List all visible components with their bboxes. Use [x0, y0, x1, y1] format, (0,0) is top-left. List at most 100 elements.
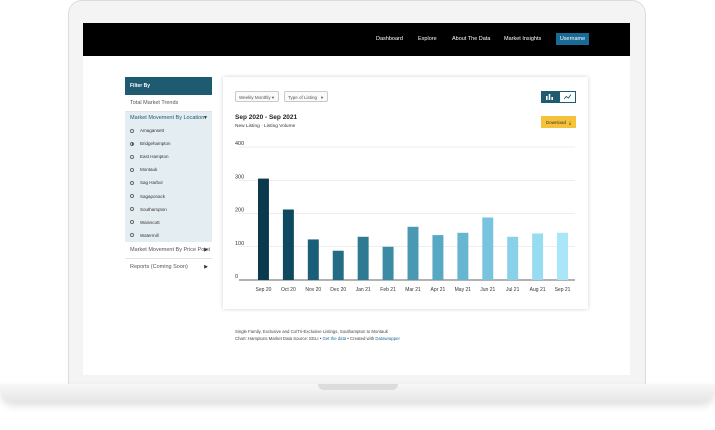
laptop-screen: Dashboard Explore About The Data Market … — [83, 23, 630, 375]
chart-view-toggle — [541, 91, 576, 103]
radio-button-icon — [130, 233, 134, 238]
location-radio-option[interactable]: Bridgehampton — [125, 137, 212, 150]
sidebar-item-market-movement-by-location[interactable]: Market Movement By Location ▼ — [125, 112, 212, 124]
caption-line-1: Single Family, Exclusive and Co/Tri-Excl… — [235, 329, 388, 334]
nav-dashboard[interactable]: Dashboard — [376, 36, 403, 42]
bar[interactable] — [482, 217, 494, 280]
radio-button-icon — [130, 167, 134, 172]
location-radio-label: Sagaponack — [140, 193, 166, 199]
chart-caption: Single Family, Exclusive and Co/Tri-Excl… — [235, 328, 400, 342]
period-select[interactable]: Weekly Monthly ▼ — [235, 91, 279, 102]
location-radio-option[interactable]: Southampton — [125, 203, 212, 216]
laptop-base — [0, 384, 715, 402]
bar[interactable] — [557, 232, 569, 280]
location-radio-label: Montauk — [140, 167, 158, 173]
sidebar-item-total-market-trends[interactable]: Total Market Trends — [125, 95, 212, 112]
y-tick-label: 0 — [235, 274, 238, 280]
x-tick-label: Jul 21 — [506, 287, 520, 293]
chart-title: Sep 2020 - Sep 2021 — [235, 114, 298, 121]
download-icon: ⤓ — [569, 119, 571, 125]
bar[interactable] — [282, 209, 294, 280]
bar[interactable] — [457, 232, 469, 280]
y-tick-label: 300 — [235, 174, 244, 180]
location-group-label: Market Movement By Location — [130, 115, 205, 121]
datawrapper-link[interactable]: Datawrapper — [375, 336, 400, 341]
price-point-label: Market Movement By Price Point — [130, 246, 211, 253]
x-tick-label: Nov 20 — [305, 287, 321, 293]
location-radio-option[interactable]: Wainscott — [125, 216, 212, 229]
location-radio-label: Southampton — [140, 206, 167, 212]
location-radio-option[interactable]: Sag Harbor — [125, 176, 212, 189]
dropdown-arrow-icon: ▼ — [320, 95, 324, 100]
location-radio-label: Watermill — [140, 232, 159, 238]
listing-type-select[interactable]: Type of Listing ▼ — [284, 91, 328, 102]
location-radio-label: Wainscott — [140, 219, 160, 225]
radio-button-icon — [130, 194, 134, 199]
dropdown-arrow-icon: ▼ — [271, 95, 275, 100]
radio-button-icon — [130, 128, 134, 133]
radio-button-icon — [130, 207, 134, 212]
nav-about-the-data[interactable]: About The Data — [452, 36, 491, 42]
x-tick-label: Oct 20 — [281, 287, 296, 293]
location-radio-option[interactable]: Amagansett — [125, 124, 212, 137]
radio-button-icon — [130, 180, 134, 185]
location-radio-label: Bridgehampton — [140, 141, 171, 147]
top-navigation: Dashboard Explore About The Data Market … — [83, 23, 630, 56]
location-radio-label: Sag Harbor — [140, 180, 164, 186]
x-tick-label: Apr 21 — [431, 287, 446, 293]
location-radio-option[interactable]: East Hampton — [125, 150, 212, 163]
bar[interactable] — [307, 239, 319, 280]
laptop-notch — [318, 384, 398, 390]
chart-panel: Weekly Monthly ▼ Type of Listing ▼ Sep 2… — [223, 77, 588, 309]
location-radio-option[interactable]: Sagaponack — [125, 189, 212, 202]
x-tick-label: Jan 21 — [356, 287, 371, 293]
filter-sidebar: Filter By Total Market Trends Market Mov… — [125, 77, 212, 309]
radio-button-icon — [130, 141, 134, 146]
bar[interactable] — [357, 236, 369, 280]
period-select-value: Weekly Monthly — [239, 95, 271, 100]
x-tick-label: Mar 21 — [405, 287, 421, 293]
caption-line-2: Chart: Hamptons Market Data Source: EELI… — [235, 335, 400, 342]
location-radio-label: Amagansett — [140, 128, 165, 134]
location-radio-option[interactable]: Montauk — [125, 163, 212, 176]
caret-down-icon: ▼ — [203, 115, 208, 121]
x-tick-label: Sep 21 — [555, 287, 571, 293]
bar[interactable] — [332, 250, 344, 280]
y-tick-label: 200 — [235, 208, 244, 214]
bar-chart-view-button[interactable] — [541, 91, 559, 103]
bar[interactable] — [532, 233, 544, 280]
bar[interactable] — [407, 226, 419, 280]
filter-header: Filter By — [125, 77, 212, 95]
bar[interactable] — [432, 235, 444, 280]
radio-button-icon — [130, 220, 134, 225]
caption-source: Chart: Hamptons Market Data Source: EELI… — [235, 336, 322, 341]
x-tick-label: Sep 20 — [256, 287, 272, 293]
x-tick-label: May 21 — [455, 287, 472, 293]
bar-chart: 400 300 200 100 0 Sep 20 Oct 20 Nov 20 Dec 20 Jan… — [235, 141, 575, 293]
location-filter-group: Market Movement By Location ▼ Amagansett… — [125, 112, 212, 242]
y-tick-label: 100 — [235, 241, 244, 247]
get-the-data-link[interactable]: Get the data — [322, 336, 347, 341]
location-radio-list: Amagansett Bridgehampton East Hampton Monta… — [125, 124, 212, 242]
radio-button-icon — [130, 154, 134, 159]
nav-market-insights[interactable]: Market Insights — [504, 36, 542, 42]
x-tick-label: Dec 20 — [330, 287, 346, 293]
location-radio-option[interactable]: Watermill — [125, 229, 212, 242]
download-button[interactable]: Download ⤓ — [541, 116, 576, 128]
nav-explore[interactable]: Explore — [418, 36, 437, 42]
y-tick-label: 400 — [235, 141, 244, 147]
x-tick-label: Feb 21 — [380, 287, 396, 293]
download-label: Download — [545, 119, 566, 125]
sidebar-item-reports[interactable]: Reports (Coming Soon) ▶ — [125, 259, 212, 275]
line-chart-view-button[interactable] — [558, 91, 576, 103]
bar[interactable] — [382, 246, 394, 280]
bar[interactable] — [257, 178, 269, 280]
listing-type-select-value: Type of Listing — [288, 95, 318, 100]
sidebar-item-market-movement-by-price-point[interactable]: Market Movement By Price Point ▶ — [125, 242, 212, 259]
line-chart-icon — [563, 94, 571, 100]
caret-right-icon: ▶ — [204, 263, 208, 270]
bar[interactable] — [507, 236, 519, 280]
reports-label: Reports (Coming Soon) — [130, 263, 188, 270]
username-button[interactable]: Username — [556, 33, 589, 45]
chart-subtitle: New Listing · Listing Volume — [235, 124, 296, 129]
